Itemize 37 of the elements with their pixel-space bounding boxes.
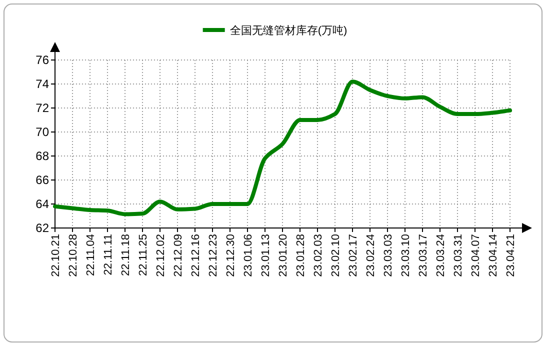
y-tick-label: 62 — [36, 221, 50, 235]
x-tick-label: 23.04.07 — [470, 234, 482, 277]
x-tick-label: 22.11.11 — [102, 234, 114, 276]
x-tick-label: 23.02.10 — [330, 234, 342, 277]
x-tick-label: 23.02.17 — [348, 234, 360, 277]
x-tick-label: 23.03.17 — [418, 234, 430, 277]
x-tick-label: 22.11.18 — [120, 234, 132, 276]
x-tick-label: 23.02.03 — [312, 234, 324, 277]
y-tick-label: 76 — [36, 53, 50, 67]
x-tick-label: 22.10.21 — [50, 234, 62, 277]
y-tick-label: 64 — [36, 197, 50, 211]
x-tick-label: 22.12.23 — [208, 234, 220, 277]
x-tick-label: 23.04.21 — [505, 234, 517, 277]
y-tick-label: 68 — [36, 149, 50, 163]
y-tick-label: 72 — [36, 101, 50, 115]
x-tick-label: 22.11.25 — [138, 234, 150, 276]
x-tick-label: 22.12.02 — [155, 234, 167, 277]
legend-label: 全国无缝管材库存(万吨) — [230, 24, 348, 37]
x-tick-label: 22.12.30 — [225, 234, 237, 277]
x-tick-label: 22.10.28 — [68, 234, 80, 277]
x-tick-label: 23.01.20 — [278, 234, 290, 277]
x-tick-label: 23.03.10 — [400, 234, 412, 277]
y-tick-label: 74 — [36, 77, 50, 91]
x-tick-label: 23.01.28 — [295, 234, 307, 277]
y-tick-label: 66 — [36, 173, 50, 187]
x-tick-label: 22.12.09 — [172, 234, 184, 277]
y-tick-label: 70 — [36, 125, 50, 139]
x-tick-label: 23.04.14 — [488, 234, 500, 277]
x-tick-label: 23.03.03 — [382, 234, 394, 277]
x-tick-label: 23.03.31 — [452, 234, 464, 277]
x-tick-label: 23.01.06 — [242, 234, 254, 277]
x-tick-label: 22.12.16 — [190, 234, 202, 277]
line-series — [53, 80, 512, 216]
x-tick-label: 23.01.13 — [260, 234, 272, 277]
x-tick-label: 22.11.04 — [85, 234, 97, 276]
x-tick-label: 23.03.24 — [435, 234, 447, 277]
x-tick-label: 23.02.24 — [365, 234, 377, 277]
